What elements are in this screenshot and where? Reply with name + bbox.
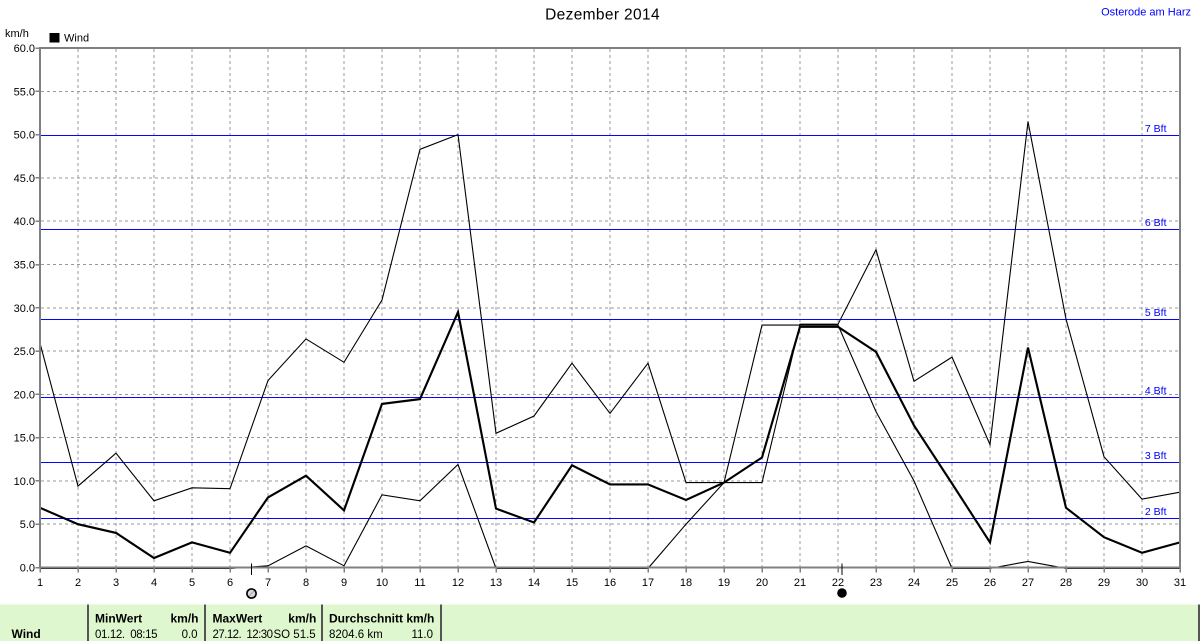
svg-text:24: 24 bbox=[908, 577, 920, 589]
svg-text:30.0: 30.0 bbox=[14, 303, 35, 315]
svg-text:4: 4 bbox=[151, 577, 157, 589]
svg-text:25: 25 bbox=[946, 577, 958, 589]
svg-text:0.0: 0.0 bbox=[20, 563, 35, 575]
svg-text:2: 2 bbox=[75, 577, 81, 589]
svg-text:6 Bft: 6 Bft bbox=[1145, 217, 1167, 229]
svg-text:11.0: 11.0 bbox=[411, 629, 433, 641]
svg-text:11: 11 bbox=[414, 577, 425, 589]
svg-text:20: 20 bbox=[756, 577, 768, 589]
svg-text:18: 18 bbox=[680, 577, 692, 589]
svg-text:2 Bft: 2 Bft bbox=[1145, 506, 1167, 518]
svg-text:60.0: 60.0 bbox=[14, 43, 35, 55]
svg-text:45.0: 45.0 bbox=[14, 173, 35, 185]
svg-text:8204.6 km: 8204.6 km bbox=[329, 629, 383, 641]
svg-text:4 Bft: 4 Bft bbox=[1145, 385, 1167, 397]
svg-text:30: 30 bbox=[1136, 577, 1148, 589]
svg-text:35.0: 35.0 bbox=[14, 260, 35, 272]
svg-text:55.0: 55.0 bbox=[14, 86, 35, 98]
svg-text:Wind: Wind bbox=[12, 627, 41, 641]
svg-text:19: 19 bbox=[718, 577, 730, 589]
svg-text:5: 5 bbox=[189, 577, 195, 589]
svg-text:km/h: km/h bbox=[288, 611, 316, 625]
svg-text:10.0: 10.0 bbox=[14, 476, 35, 488]
svg-text:26: 26 bbox=[984, 577, 996, 589]
svg-text:27: 27 bbox=[1022, 577, 1034, 589]
svg-text:6: 6 bbox=[227, 577, 233, 589]
svg-text:12: 12 bbox=[452, 577, 464, 589]
svg-text:8: 8 bbox=[303, 577, 309, 589]
svg-text:15.0: 15.0 bbox=[14, 433, 35, 445]
svg-text:km/h: km/h bbox=[5, 28, 29, 40]
svg-text:29: 29 bbox=[1098, 577, 1110, 589]
svg-text:27.12. 12:30: 27.12. 12:30 bbox=[213, 629, 274, 641]
svg-text:23: 23 bbox=[870, 577, 882, 589]
svg-text:13: 13 bbox=[490, 577, 502, 589]
svg-text:17: 17 bbox=[642, 577, 654, 589]
svg-text:Wind: Wind bbox=[64, 33, 89, 45]
svg-text:5.0: 5.0 bbox=[20, 519, 35, 531]
svg-text:Osterode am Harz: Osterode am Harz bbox=[1101, 7, 1191, 19]
svg-text:31: 31 bbox=[1174, 577, 1186, 589]
svg-text:Durchschnitt km/h: Durchschnitt km/h bbox=[329, 611, 434, 625]
svg-text:SO 51.5: SO 51.5 bbox=[274, 629, 316, 641]
svg-text:20.0: 20.0 bbox=[14, 389, 35, 401]
svg-text:28: 28 bbox=[1060, 577, 1072, 589]
svg-text:0.0: 0.0 bbox=[182, 629, 198, 641]
svg-text:5 Bft: 5 Bft bbox=[1145, 307, 1167, 319]
svg-text:MinWert: MinWert bbox=[95, 611, 142, 625]
svg-text:9: 9 bbox=[341, 577, 347, 589]
svg-text:7 Bft: 7 Bft bbox=[1145, 123, 1167, 135]
svg-text:25.0: 25.0 bbox=[14, 346, 35, 358]
svg-text:Dezember 2014: Dezember 2014 bbox=[545, 7, 660, 24]
svg-text:3 Bft: 3 Bft bbox=[1145, 450, 1167, 462]
svg-text:40.0: 40.0 bbox=[14, 216, 35, 228]
svg-text:10: 10 bbox=[376, 577, 388, 589]
svg-text:MaxWert: MaxWert bbox=[213, 611, 263, 625]
svg-text:1: 1 bbox=[37, 577, 43, 589]
svg-text:16: 16 bbox=[604, 577, 616, 589]
svg-text:7: 7 bbox=[265, 577, 271, 589]
svg-text:14: 14 bbox=[528, 577, 540, 589]
svg-text:21: 21 bbox=[794, 577, 806, 589]
svg-text:50.0: 50.0 bbox=[14, 130, 35, 142]
svg-text:15: 15 bbox=[566, 577, 578, 589]
svg-text:22: 22 bbox=[832, 577, 844, 589]
svg-text:3: 3 bbox=[113, 577, 119, 589]
svg-text:km/h: km/h bbox=[170, 611, 198, 625]
svg-text:01.12. 08:15: 01.12. 08:15 bbox=[95, 629, 158, 641]
